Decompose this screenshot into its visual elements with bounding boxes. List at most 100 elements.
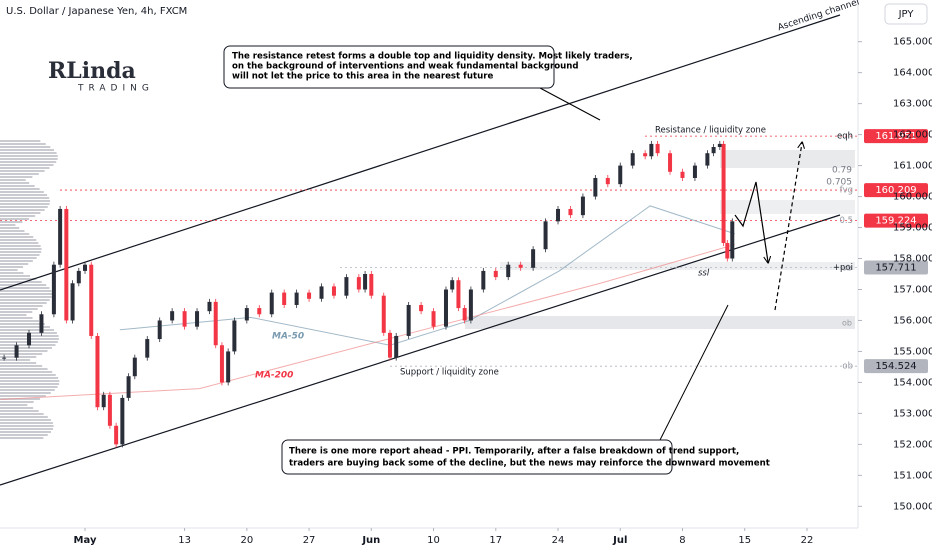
zone-label: ssl: [698, 269, 710, 279]
volume-profile-bar: [0, 164, 54, 166]
candle: [232, 320, 237, 352]
volume-profile-bar: [0, 314, 27, 316]
y-tick-label: 160.000: [893, 192, 932, 203]
candle: [89, 264, 94, 336]
candle: [363, 274, 368, 290]
price-label-bg: [864, 213, 928, 228]
x-tick-label: Jul: [612, 535, 627, 546]
volume-profile-bar: [0, 245, 41, 247]
candle: [157, 320, 162, 340]
candle: [27, 332, 32, 346]
candle: [668, 153, 673, 172]
candle: [630, 153, 635, 166]
candle: [543, 221, 548, 250]
volume-profile-bar: [0, 221, 23, 223]
candle: [282, 292, 287, 305]
volume-profile-bar: [0, 227, 20, 229]
volume-profile-bar: [0, 263, 29, 265]
candle: [568, 208, 573, 216]
level-tag: fvg: [840, 186, 853, 196]
volume-profile-bar: [0, 209, 45, 211]
candle: [730, 221, 735, 259]
y-tick-label: 161.000: [893, 161, 932, 172]
volume-profile-bar: [0, 155, 58, 157]
candle: [387, 332, 392, 358]
currency-button[interactable]: [884, 3, 928, 25]
candle: [456, 280, 461, 309]
note-box: [281, 439, 673, 475]
x-tick-label: Jun: [361, 535, 380, 546]
candle: [64, 208, 69, 321]
volume-profile-bar: [0, 347, 52, 349]
candle: [132, 357, 137, 377]
volume-profile-bar: [0, 230, 25, 232]
note: There is one more report ahead - PPI. Te…: [281, 439, 770, 475]
candle: [207, 301, 212, 312]
volume-profile-bar: [0, 398, 40, 400]
chart-title: U.S. Dollar / Japanese Yen, 4h, FXCM: [6, 6, 187, 17]
note: The resistance retest forms a double top…: [223, 45, 633, 89]
fib-label: 0.79: [832, 166, 852, 176]
note-text: The resistance retest forms a double top…: [232, 52, 633, 62]
candle: [51, 264, 56, 315]
candle: [711, 147, 716, 154]
volume-profile-bar: [0, 176, 33, 178]
candle: [170, 311, 175, 321]
volume-profile-bar: [0, 377, 59, 379]
candle: [705, 153, 710, 166]
candle: [468, 289, 473, 321]
volume-profile-bar: [0, 293, 53, 295]
forecast-path: [774, 143, 802, 311]
volume-profile-bar: [0, 425, 54, 427]
volume-profile-bar: [0, 203, 50, 205]
price-label-bg: [864, 359, 928, 374]
volume-profile-bar: [0, 200, 51, 202]
zone-label: ob: [842, 319, 852, 328]
y-tick-label: 151.000: [893, 470, 932, 481]
y-tick-label: 162.000: [893, 130, 932, 141]
volume-profile-bar: [0, 140, 41, 142]
candle: [692, 165, 697, 178]
x-tick-label: 15: [738, 535, 751, 546]
volume-profile-bar: [0, 257, 37, 259]
volume-profile-bar: [0, 236, 34, 238]
volume-profile-bar: [0, 368, 48, 370]
candle: [39, 314, 44, 333]
candle: [344, 277, 349, 296]
currency-button-label[interactable]: JPY: [898, 9, 915, 20]
note-text: There is one more report ahead - PPI. Te…: [289, 447, 739, 457]
price-label-bg: [864, 260, 928, 275]
volume-profile-bar: [0, 434, 48, 436]
candle: [443, 289, 448, 327]
volume-profile-bar: [0, 215, 36, 217]
note-text: will not let the price to this area in t…: [232, 72, 493, 82]
candle: [2, 357, 7, 359]
candle: [680, 171, 685, 178]
volume-profile-bar: [0, 266, 24, 268]
volume-profile-bar: [0, 158, 58, 160]
candle: [307, 292, 312, 299]
candle: [493, 270, 498, 278]
y-tick-label: 155.000: [893, 346, 932, 357]
y-tick-label: 159.000: [893, 223, 932, 234]
volume-profile-bar: [0, 152, 57, 154]
volume-profile-bar: [0, 143, 46, 145]
candle: [605, 177, 610, 185]
zone-label: Support / liquidity zone: [400, 368, 499, 378]
candle: [506, 264, 511, 278]
volume-profile-bar: [0, 212, 41, 214]
x-tick-label: 10: [427, 535, 440, 546]
candle: [450, 280, 455, 290]
volume-profile-bar: [0, 149, 55, 151]
volume-profile-bar: [0, 260, 33, 262]
candle: [294, 292, 299, 305]
candle: [331, 286, 336, 296]
volume-profile-bar: [0, 161, 57, 163]
volume-profile-bar: [0, 308, 38, 310]
x-tick-label: 24: [552, 535, 565, 546]
volume-profile-bar: [0, 146, 51, 148]
level-tag: eqh: [837, 132, 853, 142]
price-label: 160.209: [875, 185, 916, 196]
volume-profile-bar: [0, 392, 51, 394]
volume-profile-bar: [0, 389, 55, 391]
